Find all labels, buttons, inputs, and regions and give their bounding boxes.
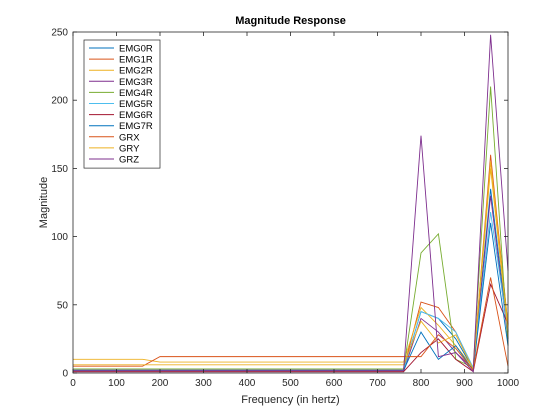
x-tick-label: 1000 <box>497 378 520 389</box>
y-tick-label: 150 <box>51 164 68 175</box>
y-tick-label: 200 <box>51 96 68 107</box>
series-line-emg4r <box>73 86 509 370</box>
legend: EMG0REMG1REMG2REMG3REMG4REMG5REMG6REMG7R… <box>83 39 161 169</box>
x-axis-label: Frequency (in hertz) <box>241 394 339 406</box>
chart-title: Magnitude Response <box>235 15 346 27</box>
y-tick-label: 100 <box>51 232 68 243</box>
legend-label-emg0r: EMG0R <box>119 44 153 55</box>
y-tick-label: 250 <box>51 28 68 39</box>
x-tick-label: 600 <box>326 378 343 389</box>
x-tick-label: 800 <box>413 378 430 389</box>
legend-box <box>83 39 161 169</box>
x-tick-label: 900 <box>456 378 473 389</box>
y-tick-label: 0 <box>62 369 68 380</box>
legend-label-emg6r: EMG6R <box>119 110 153 121</box>
legend-label-emg3r: EMG3R <box>119 77 153 88</box>
legend-label-emg7r: EMG7R <box>119 121 153 132</box>
legend-label-emg4r: EMG4R <box>119 88 153 99</box>
legend-label-grx: GRX <box>119 132 140 143</box>
x-tick-label: 200 <box>152 378 169 389</box>
x-tick-label: 0 <box>70 378 76 389</box>
legend-label-gry: GRY <box>119 143 140 154</box>
x-tick-label: 400 <box>239 378 256 389</box>
legend-label-emg2r: EMG2R <box>119 66 153 77</box>
y-tick-label: 50 <box>57 300 69 311</box>
legend-label-grz: GRZ <box>119 155 139 166</box>
ticks-layer: 0 100 200 300 400 500 600 700 800 900 1000 0 50 100 15… <box>51 28 519 390</box>
y-axis-label: Magnitude <box>38 177 50 228</box>
x-tick-label: 500 <box>282 378 299 389</box>
x-tick-label: 700 <box>369 378 386 389</box>
legend-label-emg5r: EMG5R <box>119 99 153 110</box>
series-line-gry <box>73 168 509 371</box>
x-tick-label: 300 <box>195 378 212 389</box>
legend-label-emg1r: EMG1R <box>119 55 153 66</box>
x-tick-label: 100 <box>108 378 125 389</box>
